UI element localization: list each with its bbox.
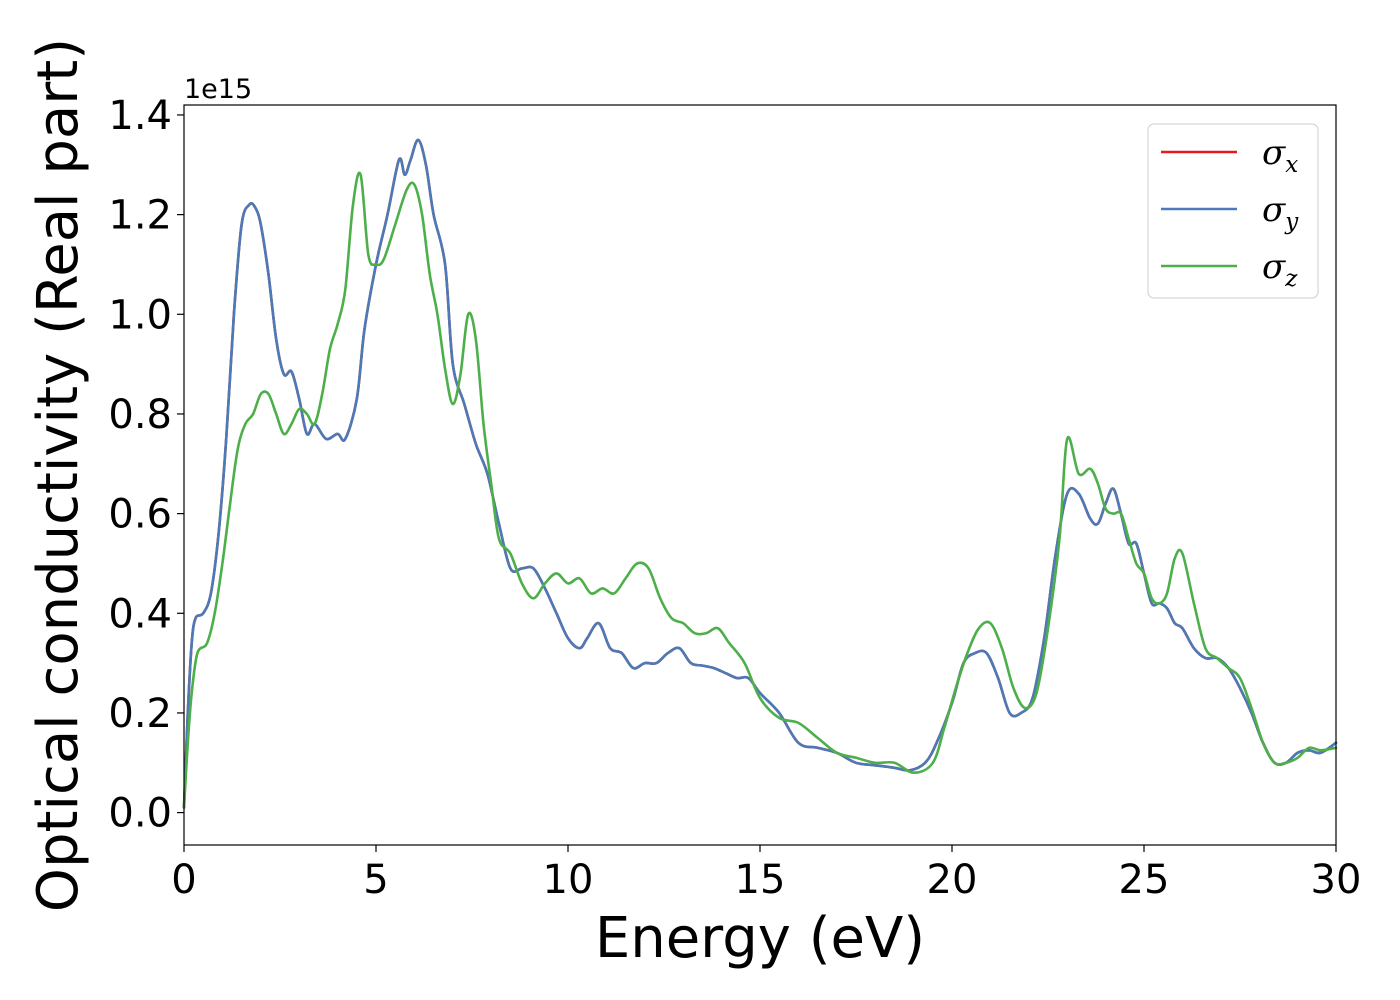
y-tick-label: 0.8	[108, 392, 172, 438]
series-layer	[182, 138, 1338, 809]
x-tick-label: 30	[1311, 857, 1362, 903]
plot-area-background	[184, 105, 1336, 845]
x-axis-title: Energy (eV)	[595, 906, 925, 971]
legend-label-sigma-y: σy	[1262, 190, 1299, 235]
x-tick-label: 10	[543, 857, 594, 903]
x-tick-label: 25	[1119, 857, 1170, 903]
y-tick-label: 0.0	[108, 791, 172, 837]
y-tick-label: 1.0	[108, 292, 172, 338]
y-axis-title: Optical conductivity (Real part)	[26, 38, 91, 912]
y-tick-label: 0.6	[108, 492, 172, 538]
series-line-sigma-y	[182, 138, 1338, 809]
y-tick-label: 0.4	[108, 591, 172, 637]
x-tick-label: 15	[735, 857, 786, 903]
legend-label-sigma-z: σz	[1262, 247, 1298, 292]
y-offset-text: 1e15	[184, 74, 252, 105]
legend: σx σy σz	[1147, 123, 1319, 299]
x-tick-label: 20	[927, 857, 978, 903]
y-tick-label: 0.2	[108, 691, 172, 737]
y-tick-label: 1.2	[108, 193, 172, 239]
x-axis-ticks: 0 5 10 15 20 25 30	[171, 845, 1361, 903]
y-axis-ticks: 0.0 0.2 0.4 0.6 0.8 1.0 1.2 1.4	[108, 93, 184, 837]
legend-label-sigma-x: σx	[1262, 133, 1298, 178]
legend-box	[1147, 123, 1319, 299]
x-tick-label: 0	[171, 857, 196, 903]
y-tick-label: 1.4	[108, 93, 172, 139]
series-line-sigma-z	[182, 171, 1338, 809]
x-tick-label: 5	[363, 857, 388, 903]
